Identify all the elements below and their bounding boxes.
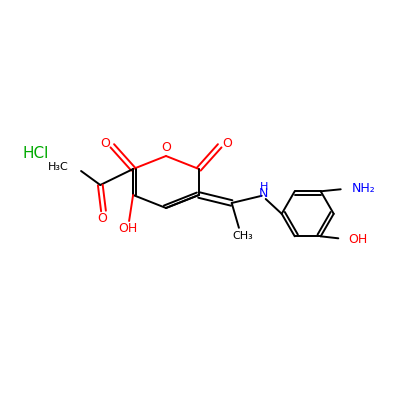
Text: OH: OH: [119, 222, 138, 236]
Text: O: O: [161, 141, 171, 154]
Text: HCl: HCl: [22, 146, 48, 162]
Text: N: N: [259, 187, 268, 200]
Text: NH₂: NH₂: [352, 182, 376, 194]
Text: O: O: [222, 137, 232, 150]
Text: H₃C: H₃C: [48, 162, 69, 172]
Text: H: H: [260, 182, 268, 192]
Text: OH: OH: [348, 233, 367, 246]
Text: O: O: [100, 137, 110, 150]
Text: CH₃: CH₃: [232, 231, 253, 241]
Text: O: O: [97, 212, 107, 225]
